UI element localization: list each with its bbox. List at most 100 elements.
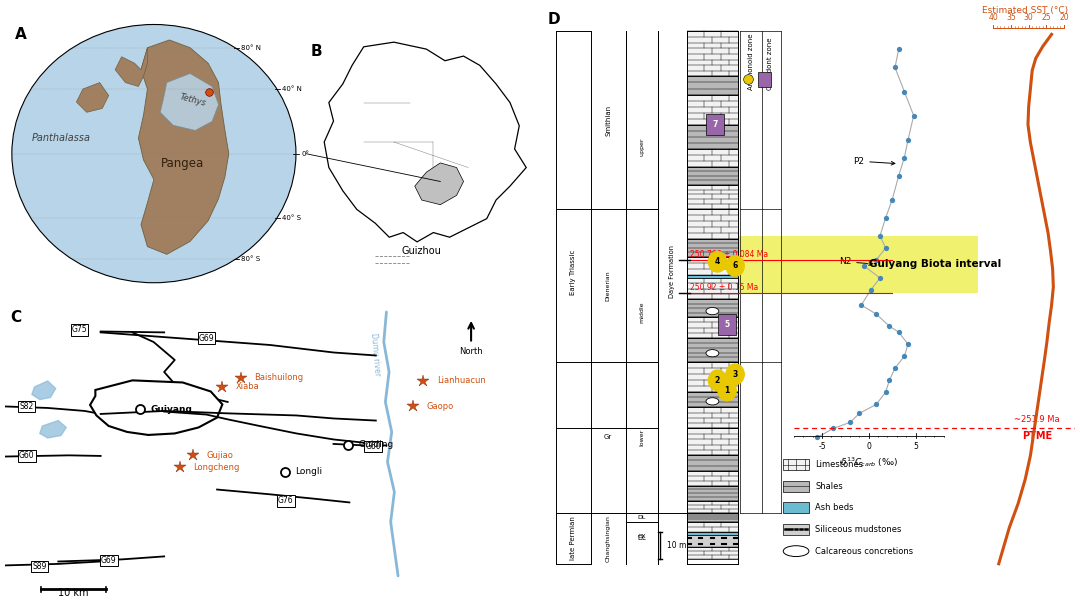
Bar xyxy=(783,524,809,535)
Text: A: A xyxy=(14,27,26,42)
Circle shape xyxy=(726,256,744,276)
FancyBboxPatch shape xyxy=(718,314,737,335)
Text: DL: DL xyxy=(637,536,646,541)
Text: -5: -5 xyxy=(819,442,826,450)
FancyBboxPatch shape xyxy=(706,114,725,135)
Text: Lianhuacun: Lianhuacun xyxy=(436,376,485,386)
Ellipse shape xyxy=(783,546,809,556)
Bar xyxy=(687,408,738,428)
Bar xyxy=(625,25,658,570)
Text: Limestones: Limestones xyxy=(815,460,863,469)
Circle shape xyxy=(726,364,744,384)
Bar xyxy=(783,459,809,470)
Bar xyxy=(687,532,738,535)
Text: 40: 40 xyxy=(988,13,998,22)
Text: Gr: Gr xyxy=(604,435,612,441)
Text: 80° N: 80° N xyxy=(242,45,261,51)
Polygon shape xyxy=(160,73,218,130)
Bar xyxy=(687,239,738,257)
Circle shape xyxy=(708,252,727,272)
Bar xyxy=(687,94,738,125)
Text: 10 m: 10 m xyxy=(667,541,687,550)
Text: 30: 30 xyxy=(1024,13,1034,22)
Text: 5: 5 xyxy=(725,320,730,329)
Bar xyxy=(687,185,738,209)
Text: Longli: Longli xyxy=(296,467,323,476)
Bar xyxy=(687,362,738,392)
Text: 6: 6 xyxy=(732,261,738,271)
Text: Shales: Shales xyxy=(815,482,843,491)
Bar xyxy=(687,278,738,299)
Polygon shape xyxy=(77,83,109,112)
Text: 35: 35 xyxy=(1007,13,1016,22)
Bar xyxy=(687,455,738,471)
Text: Panthalassa: Panthalassa xyxy=(31,133,91,143)
Bar xyxy=(687,471,738,485)
Bar xyxy=(687,535,738,547)
Text: Guiding: Guiding xyxy=(359,440,394,449)
Text: middle: middle xyxy=(639,302,644,323)
Text: Longcheng: Longcheng xyxy=(193,463,240,472)
Text: Early Triassic: Early Triassic xyxy=(570,249,577,295)
Bar xyxy=(687,209,738,239)
Bar xyxy=(687,408,738,428)
Text: Estimated SST (°C): Estimated SST (°C) xyxy=(983,6,1068,15)
Bar xyxy=(687,428,738,455)
Text: PTME: PTME xyxy=(1022,431,1052,441)
Text: North: North xyxy=(459,348,483,356)
Text: C: C xyxy=(11,310,22,324)
Text: Conodont zone: Conodont zone xyxy=(767,37,773,90)
Text: 250.766 ± 0.084 Ma: 250.766 ± 0.084 Ma xyxy=(690,250,768,259)
Polygon shape xyxy=(40,420,66,438)
Text: Ash beds: Ash beds xyxy=(815,503,854,512)
Text: P2: P2 xyxy=(853,157,895,166)
Bar xyxy=(687,149,738,166)
Bar xyxy=(687,392,738,408)
Text: G60: G60 xyxy=(365,442,381,451)
Text: 0°: 0° xyxy=(301,151,309,157)
Bar xyxy=(687,299,738,317)
Text: 25: 25 xyxy=(1041,13,1051,22)
Bar xyxy=(687,149,738,166)
Bar xyxy=(687,501,738,513)
Bar xyxy=(687,317,738,338)
Text: late Permian: late Permian xyxy=(570,517,577,560)
Text: Guizhou: Guizhou xyxy=(402,246,442,256)
Text: 3: 3 xyxy=(732,370,738,379)
Bar xyxy=(783,481,809,491)
Bar xyxy=(687,547,738,559)
Circle shape xyxy=(708,370,727,390)
Circle shape xyxy=(718,380,737,401)
Bar xyxy=(687,485,738,501)
Bar xyxy=(687,257,738,275)
Text: upper: upper xyxy=(639,138,644,157)
Bar xyxy=(687,125,738,149)
Bar xyxy=(687,362,738,392)
Text: DL: DL xyxy=(637,515,646,520)
Text: N2: N2 xyxy=(839,257,873,266)
Bar xyxy=(687,513,738,521)
Bar xyxy=(738,236,978,293)
Text: S89: S89 xyxy=(32,562,48,571)
Text: lower: lower xyxy=(639,429,644,446)
Text: Changhsingian: Changhsingian xyxy=(605,513,611,563)
Text: Gaopo: Gaopo xyxy=(427,402,454,411)
Bar xyxy=(687,535,738,547)
Polygon shape xyxy=(90,381,222,435)
Bar xyxy=(687,547,738,559)
Text: 4: 4 xyxy=(715,257,720,266)
Bar xyxy=(687,317,738,338)
Text: Guiyang Biota interval: Guiyang Biota interval xyxy=(869,259,1002,269)
Bar xyxy=(687,166,738,185)
Ellipse shape xyxy=(706,349,719,357)
Text: Ammonoid zone: Ammonoid zone xyxy=(748,34,754,90)
Bar xyxy=(687,485,738,501)
Bar xyxy=(687,428,738,455)
Bar xyxy=(687,455,738,471)
Text: Siliceous mudstones: Siliceous mudstones xyxy=(815,525,902,534)
Bar xyxy=(658,25,687,570)
Bar xyxy=(687,166,738,185)
Text: S82: S82 xyxy=(19,401,33,411)
Bar xyxy=(591,25,625,570)
Text: 10 km: 10 km xyxy=(58,588,89,598)
